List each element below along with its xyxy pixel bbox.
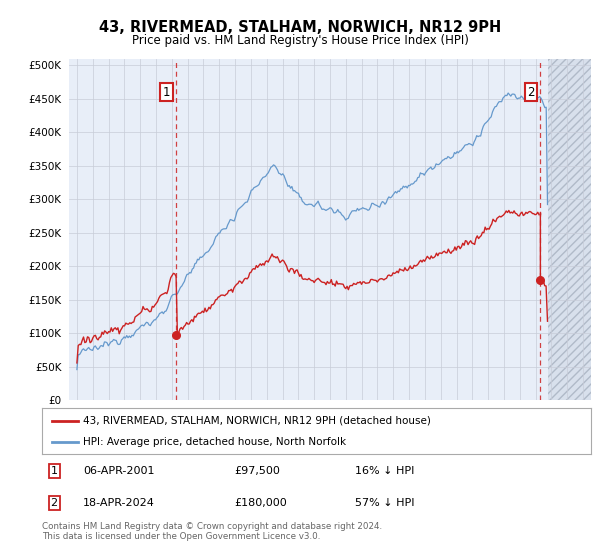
Text: 57% ↓ HPI: 57% ↓ HPI <box>355 498 415 508</box>
Text: 43, RIVERMEAD, STALHAM, NORWICH, NR12 9PH: 43, RIVERMEAD, STALHAM, NORWICH, NR12 9P… <box>99 20 501 35</box>
Text: 18-APR-2024: 18-APR-2024 <box>83 498 155 508</box>
Text: 2: 2 <box>527 86 535 99</box>
Text: HPI: Average price, detached house, North Norfolk: HPI: Average price, detached house, Nort… <box>83 437 346 447</box>
Text: £97,500: £97,500 <box>234 466 280 476</box>
Text: Price paid vs. HM Land Registry's House Price Index (HPI): Price paid vs. HM Land Registry's House … <box>131 34 469 46</box>
Text: £180,000: £180,000 <box>234 498 287 508</box>
Text: Contains HM Land Registry data © Crown copyright and database right 2024.
This d: Contains HM Land Registry data © Crown c… <box>42 522 382 542</box>
Text: 43, RIVERMEAD, STALHAM, NORWICH, NR12 9PH (detached house): 43, RIVERMEAD, STALHAM, NORWICH, NR12 9P… <box>83 416 431 426</box>
Text: 1: 1 <box>50 466 58 476</box>
Text: 06-APR-2001: 06-APR-2001 <box>83 466 155 476</box>
Bar <box>548 59 591 400</box>
Text: 1: 1 <box>163 86 170 99</box>
Text: 16% ↓ HPI: 16% ↓ HPI <box>355 466 415 476</box>
Text: 2: 2 <box>50 498 58 508</box>
